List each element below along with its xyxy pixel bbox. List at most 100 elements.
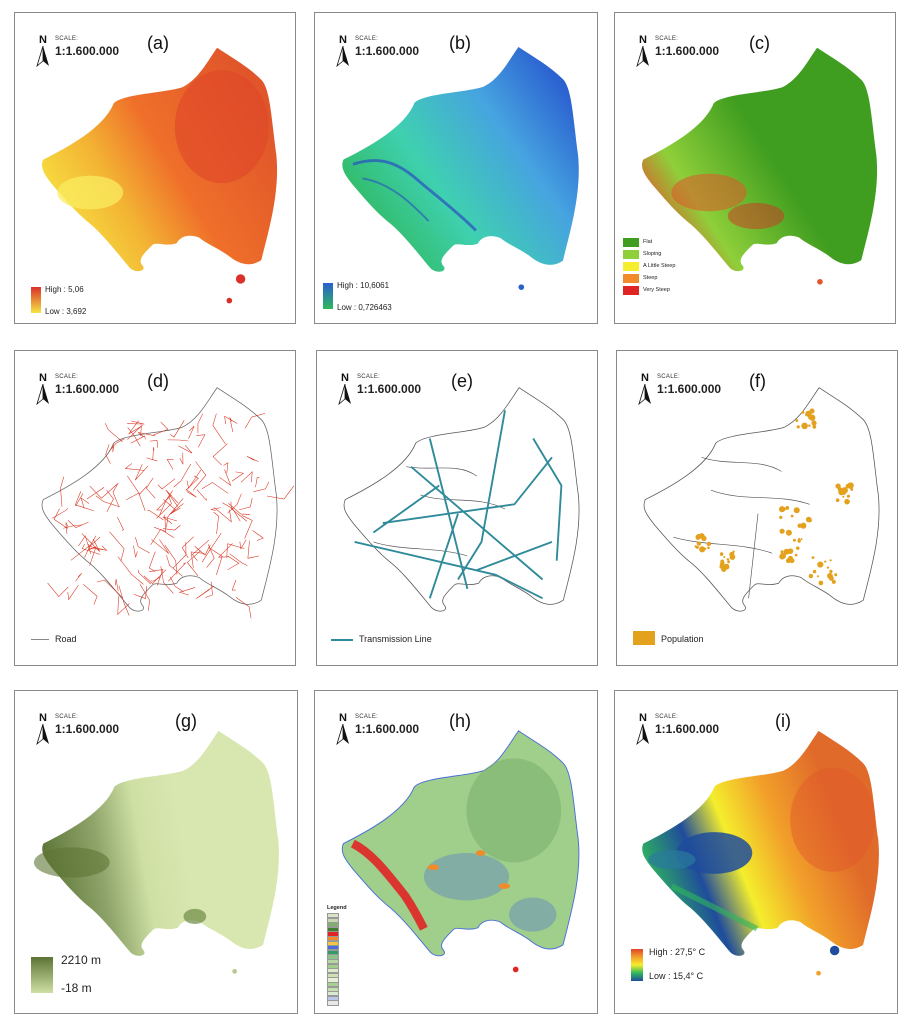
population-dot xyxy=(812,425,817,429)
population-dot xyxy=(792,538,796,542)
north-arrow: N xyxy=(335,35,351,73)
population-dot xyxy=(846,494,850,498)
road-segment xyxy=(112,482,120,508)
road-segment xyxy=(201,532,222,563)
road-segment xyxy=(162,516,178,524)
north-arrow: N xyxy=(335,713,351,751)
road-segment xyxy=(181,536,194,559)
scale-value: 1:1.600.000 xyxy=(55,722,120,736)
road-segment xyxy=(149,569,164,586)
north-letter: N xyxy=(339,34,347,46)
scale-value: 1:1.600.000 xyxy=(657,382,722,396)
road-segment xyxy=(172,542,187,569)
road-segment xyxy=(127,475,148,495)
road-segment xyxy=(218,543,233,558)
road-segment xyxy=(169,503,184,515)
legend-swatch xyxy=(623,262,639,271)
population-dot xyxy=(801,422,808,430)
road-segment xyxy=(67,520,89,528)
population-dot xyxy=(721,566,727,572)
road-segment xyxy=(156,495,172,519)
road-segment xyxy=(89,545,108,551)
road-segment xyxy=(169,576,184,593)
road-segment xyxy=(241,515,253,539)
scale-caption: SCALE: xyxy=(55,36,79,42)
population-dot xyxy=(808,573,814,579)
population-dot xyxy=(719,565,723,569)
road-segment xyxy=(105,444,111,464)
road-segment xyxy=(105,423,123,442)
scale-caption: SCALE: xyxy=(55,374,79,380)
population-dot xyxy=(845,483,851,489)
legend-line-swatch xyxy=(31,639,49,640)
map-panel-g: N SCALE: 1:1.600.000 (g) 2210 m -18 m xyxy=(14,690,298,1014)
road-segment xyxy=(227,493,242,514)
scale-value: 1:1.600.000 xyxy=(55,44,120,58)
population-dot xyxy=(726,558,730,561)
road-segment xyxy=(117,516,125,531)
road-segment xyxy=(149,440,158,448)
population-dots xyxy=(694,408,854,586)
scale-value: 1:1.600.000 xyxy=(55,382,120,396)
population-dot xyxy=(785,506,790,510)
road-segment xyxy=(252,530,264,541)
road-segment xyxy=(253,481,270,493)
road-segment xyxy=(152,447,155,460)
population-dot xyxy=(831,579,836,584)
population-dot xyxy=(723,555,726,559)
legend-low: Low : 3,692 xyxy=(45,307,87,316)
population-dot xyxy=(808,424,811,427)
north-letter: N xyxy=(39,34,47,46)
panel-label: (e) xyxy=(451,371,473,391)
road-segment xyxy=(157,478,176,490)
population-dot xyxy=(812,569,817,574)
road-segment xyxy=(87,546,97,566)
road-segment xyxy=(47,582,69,597)
population-dot xyxy=(696,541,702,546)
legend-gradient xyxy=(31,957,53,993)
road-segment xyxy=(70,544,90,561)
road-segment xyxy=(145,477,156,499)
road-segment xyxy=(185,475,199,491)
north-arrow-icon xyxy=(336,723,349,746)
road-segment xyxy=(266,485,295,500)
north-arrow: N xyxy=(35,35,51,73)
north-letter: N xyxy=(341,372,349,384)
scale-value: 1:1.600.000 xyxy=(357,382,422,396)
scale-caption: SCALE: xyxy=(55,714,79,720)
population-dot xyxy=(839,487,842,491)
road-segment xyxy=(247,540,259,559)
population-map xyxy=(643,387,880,612)
road-segment xyxy=(188,425,195,439)
legend-road: Road xyxy=(55,634,77,644)
road-segment xyxy=(222,502,241,522)
road-segment xyxy=(95,495,120,508)
population-dot xyxy=(835,498,840,502)
road-segment xyxy=(115,579,119,592)
legend-swatch xyxy=(623,250,639,259)
road-segment xyxy=(137,432,156,437)
panel-label: (h) xyxy=(449,711,471,731)
road-segment xyxy=(139,584,150,611)
road-segment xyxy=(239,497,253,511)
road-segment xyxy=(133,585,147,599)
road-segment xyxy=(133,545,138,558)
road-segment xyxy=(214,507,232,523)
road-segment xyxy=(109,531,125,562)
road-segment xyxy=(65,522,69,534)
population-dot xyxy=(817,561,824,568)
road-segment xyxy=(166,458,174,470)
population-dot xyxy=(816,575,819,578)
north-arrow-icon xyxy=(336,45,349,68)
north-arrow-icon xyxy=(36,383,49,406)
legend-low: -18 m xyxy=(61,981,92,995)
north-arrow: N xyxy=(35,713,51,751)
road-segment xyxy=(148,551,156,573)
scale-caption: SCALE: xyxy=(655,36,679,42)
road-segment xyxy=(208,547,223,575)
population-dot xyxy=(811,556,815,560)
population-dot xyxy=(801,410,805,414)
road-segment xyxy=(186,550,201,576)
map-panel-b: N SCALE: 1:1.600.000 (b) High : 10,6061 … xyxy=(314,12,598,324)
legend-line-swatch xyxy=(331,639,353,641)
